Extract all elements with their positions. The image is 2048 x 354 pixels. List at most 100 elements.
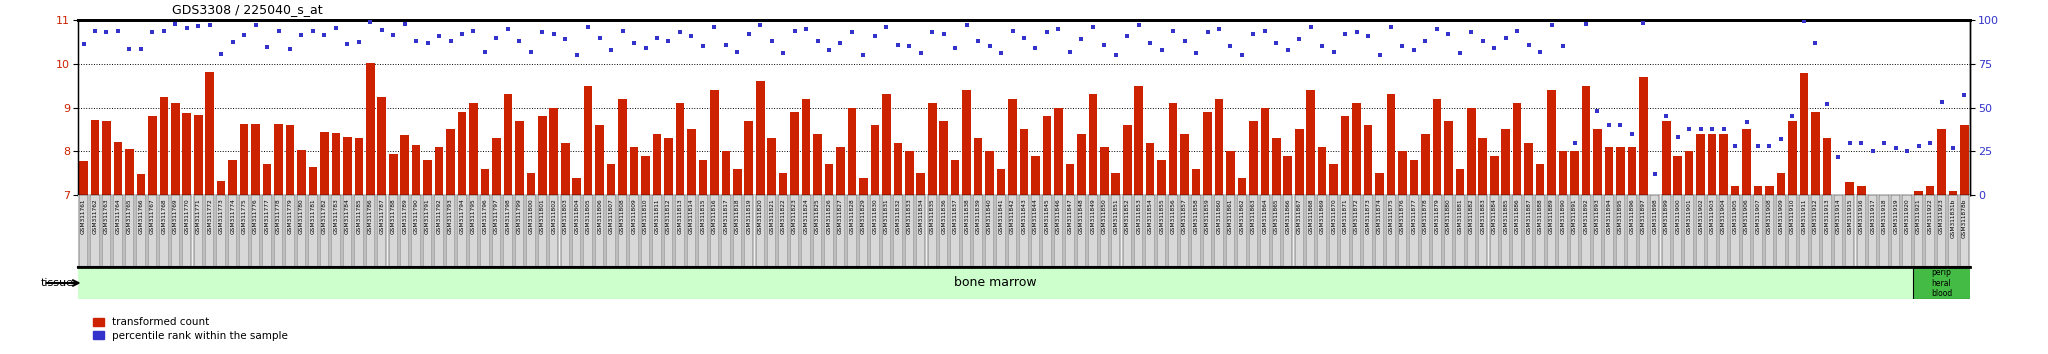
- Point: [1202, 26, 1235, 32]
- Bar: [113, 142, 123, 195]
- Point: [526, 29, 559, 35]
- Text: GSM311847: GSM311847: [1067, 199, 1073, 234]
- Bar: [1524, 143, 1532, 195]
- Bar: [1638, 77, 1647, 195]
- Text: GSM311832: GSM311832: [895, 199, 901, 234]
- Point: [1110, 33, 1143, 39]
- Bar: [1065, 164, 1073, 195]
- Point: [1100, 52, 1133, 58]
- Bar: [1087, 195, 1098, 267]
- Point: [1352, 33, 1384, 39]
- Bar: [526, 173, 535, 195]
- Text: GSM311912: GSM311912: [1812, 199, 1819, 234]
- Text: GSM311796: GSM311796: [483, 199, 487, 234]
- Bar: [1743, 195, 1751, 267]
- Bar: [240, 124, 248, 195]
- Point: [250, 44, 283, 50]
- Bar: [997, 195, 1006, 267]
- Point: [1225, 52, 1257, 58]
- Bar: [883, 95, 891, 195]
- Text: GSM311816: GSM311816: [713, 199, 717, 234]
- Point: [1673, 126, 1706, 131]
- Point: [1569, 21, 1602, 26]
- Point: [881, 42, 913, 47]
- Bar: [1489, 156, 1499, 195]
- Bar: [1432, 99, 1442, 195]
- Bar: [1845, 195, 1853, 267]
- Bar: [170, 103, 180, 195]
- Bar: [1307, 195, 1315, 267]
- Bar: [950, 195, 961, 267]
- Bar: [514, 195, 524, 267]
- Text: GSM311798: GSM311798: [506, 199, 510, 234]
- Bar: [80, 161, 88, 195]
- Bar: [434, 147, 442, 195]
- Bar: [1352, 195, 1362, 267]
- Bar: [1800, 73, 1808, 195]
- Text: GSM311906: GSM311906: [1745, 199, 1749, 234]
- Bar: [641, 195, 649, 267]
- Point: [147, 29, 180, 34]
- Text: GSM311855: GSM311855: [1159, 199, 1163, 234]
- Text: GSM311909: GSM311909: [1778, 199, 1784, 234]
- Bar: [1661, 121, 1671, 195]
- Text: GSM311823: GSM311823: [793, 199, 797, 234]
- Bar: [743, 195, 754, 267]
- Bar: [332, 133, 340, 195]
- Text: GSM311870: GSM311870: [1331, 199, 1335, 234]
- Text: GSM311844: GSM311844: [1032, 199, 1038, 234]
- Bar: [1272, 138, 1280, 195]
- Bar: [1686, 195, 1694, 267]
- Point: [365, 27, 397, 33]
- Point: [1845, 140, 1878, 145]
- Point: [1020, 45, 1053, 51]
- Bar: [905, 151, 913, 195]
- Bar: [1696, 134, 1704, 195]
- Bar: [860, 177, 868, 195]
- Text: GSM311890: GSM311890: [1561, 199, 1565, 234]
- Point: [938, 45, 971, 51]
- Text: GSM311794: GSM311794: [459, 199, 465, 234]
- Bar: [1329, 195, 1337, 267]
- Text: GSM311902: GSM311902: [1698, 199, 1704, 234]
- Bar: [549, 108, 557, 195]
- Text: GSM311840: GSM311840: [987, 199, 991, 234]
- Bar: [1788, 121, 1796, 195]
- Bar: [549, 195, 559, 267]
- Bar: [1651, 195, 1659, 230]
- Bar: [893, 195, 903, 267]
- Bar: [940, 195, 948, 267]
- Text: GSM311770: GSM311770: [184, 199, 188, 234]
- Bar: [1249, 121, 1257, 195]
- Text: GSM311874: GSM311874: [1376, 199, 1382, 234]
- Bar: [354, 138, 362, 195]
- Text: GSM311775: GSM311775: [242, 199, 246, 234]
- Text: GSM311861: GSM311861: [1229, 199, 1233, 234]
- Bar: [354, 195, 362, 267]
- Bar: [733, 195, 741, 267]
- Point: [985, 50, 1018, 56]
- Point: [492, 26, 524, 32]
- Bar: [274, 124, 283, 195]
- Text: GSM311859: GSM311859: [1204, 199, 1210, 234]
- Bar: [252, 124, 260, 195]
- Point: [743, 22, 776, 28]
- Point: [1192, 29, 1225, 35]
- Text: GSM311785: GSM311785: [356, 199, 360, 234]
- Bar: [606, 164, 614, 195]
- Point: [1823, 154, 1855, 159]
- Bar: [504, 95, 512, 195]
- Bar: [848, 195, 856, 267]
- Bar: [526, 195, 535, 267]
- Bar: [539, 116, 547, 195]
- Point: [1616, 131, 1649, 137]
- Bar: [1960, 125, 1968, 195]
- Bar: [1020, 129, 1028, 195]
- Bar: [1237, 195, 1247, 267]
- Bar: [1399, 195, 1407, 267]
- Text: GSM311813: GSM311813: [678, 199, 682, 234]
- Point: [721, 48, 754, 54]
- Text: GSM311879: GSM311879: [1434, 199, 1440, 234]
- Point: [766, 50, 799, 56]
- Bar: [1559, 195, 1567, 267]
